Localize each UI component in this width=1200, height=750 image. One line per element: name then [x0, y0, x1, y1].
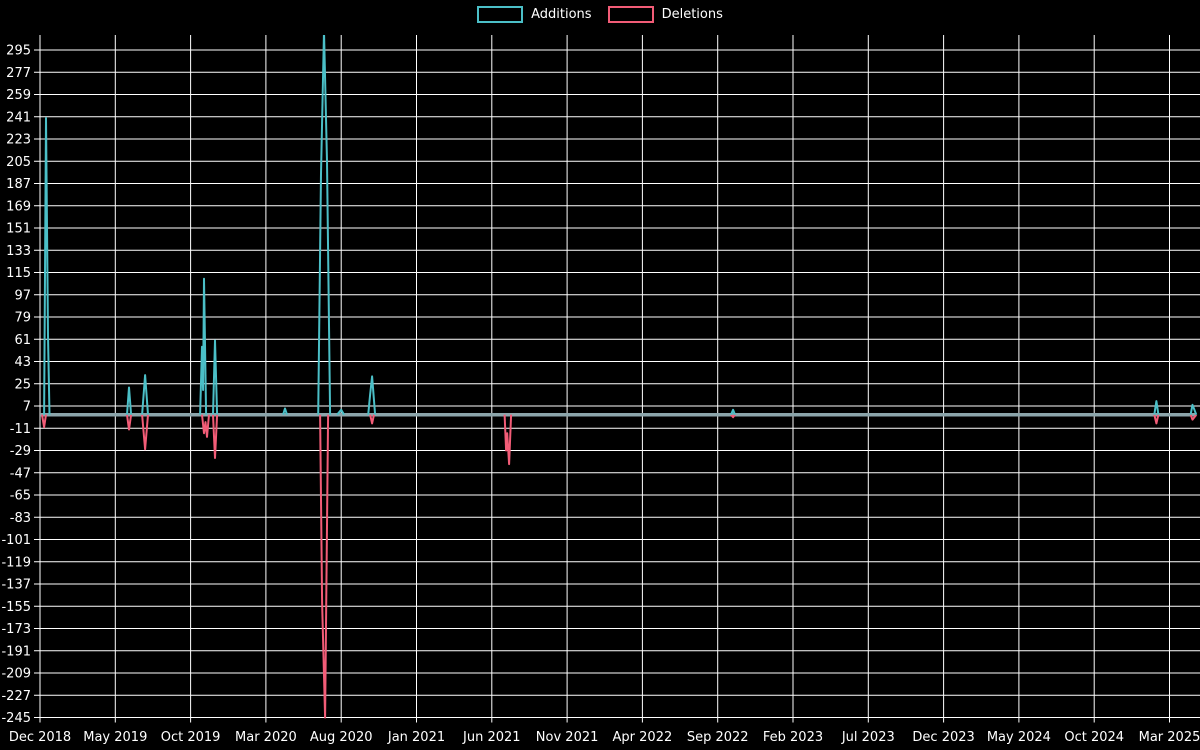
y-tick-label: 151: [6, 222, 31, 237]
y-tick-label: -245: [1, 711, 31, 726]
deletions-swatch-icon: [607, 6, 654, 23]
x-tick-label: Jan 2021: [387, 730, 445, 745]
x-tick-label: Nov 2021: [536, 730, 599, 745]
y-tick-label: 241: [6, 110, 31, 125]
y-tick-label: 187: [6, 177, 31, 192]
y-tick-label: 133: [6, 244, 31, 259]
deletions-line: [41, 414, 1198, 719]
y-tick-label: 43: [14, 355, 31, 370]
x-tick-label: Feb 2023: [763, 730, 823, 745]
x-tick-label: May 2024: [987, 730, 1051, 745]
y-tick-label: 205: [6, 155, 31, 170]
x-tick-label: Dec 2023: [912, 730, 974, 745]
x-tick-label: Oct 2024: [1064, 730, 1124, 745]
x-tick-label: Aug 2020: [310, 730, 373, 745]
y-tick-label: -119: [1, 555, 31, 570]
x-tick-label: May 2019: [83, 730, 147, 745]
x-tick-label: Sep 2022: [687, 730, 749, 745]
y-tick-label: 25: [14, 377, 31, 392]
y-tick-label: 97: [14, 288, 31, 303]
additions-line: [43, 35, 1198, 416]
y-tick-label: -209: [1, 667, 31, 682]
legend-item-deletions[interactable]: Deletions: [607, 6, 723, 23]
y-tick-label: 115: [6, 266, 31, 281]
legend-item-additions[interactable]: Additions: [477, 6, 592, 23]
x-tick-label: Dec 2018: [9, 730, 71, 745]
y-tick-label: 223: [6, 133, 31, 148]
y-tick-label: 79: [14, 311, 31, 326]
y-tick-label: -155: [1, 600, 31, 615]
additions-swatch-icon: [477, 6, 524, 23]
y-tick-label: -65: [10, 489, 31, 504]
y-tick-label: 295: [6, 44, 31, 59]
y-tick-label: -11: [10, 422, 31, 437]
y-tick-label: -137: [1, 578, 31, 593]
y-tick-label: 169: [6, 199, 31, 214]
x-tick-label: Oct 2019: [161, 730, 221, 745]
y-tick-label: 259: [6, 88, 31, 103]
y-tick-label: -47: [10, 466, 31, 481]
x-tick-label: Jun 2021: [462, 730, 521, 745]
x-tick-label: Mar 2025: [1139, 730, 1200, 745]
y-tick-label: -83: [10, 511, 31, 526]
legend-label-deletions: Deletions: [661, 7, 723, 22]
y-tick-label: -101: [1, 533, 31, 548]
x-tick-label: Apr 2022: [613, 730, 673, 745]
y-tick-label: -227: [1, 689, 31, 704]
x-tick-label: Mar 2020: [235, 730, 297, 745]
y-tick-label: -191: [1, 644, 31, 659]
y-tick-label: -173: [1, 622, 31, 637]
y-tick-label: 7: [23, 400, 31, 415]
y-tick-label: 61: [14, 333, 31, 348]
y-tick-label: 277: [6, 66, 31, 81]
legend-label-additions: Additions: [531, 7, 592, 22]
y-tick-label: -29: [10, 444, 31, 459]
x-tick-label: Jul 2023: [841, 730, 895, 745]
legend: Additions Deletions: [0, 6, 1200, 23]
